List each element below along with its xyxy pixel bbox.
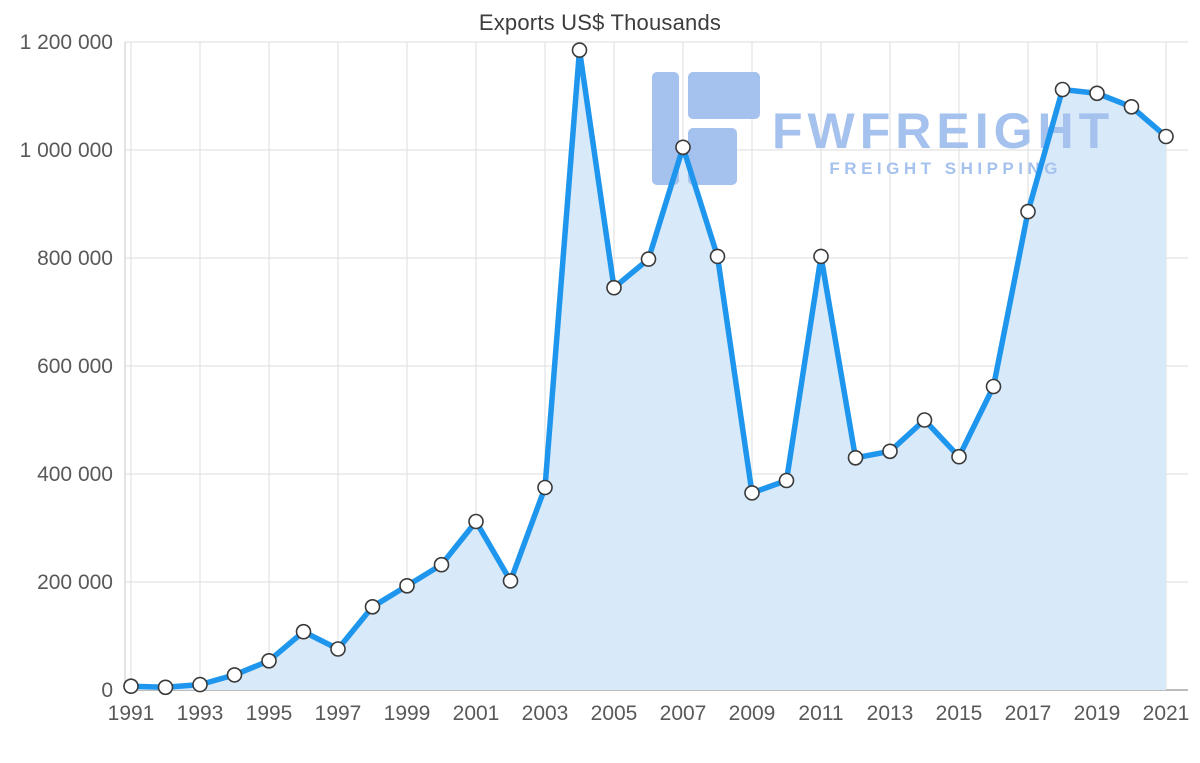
data-point [744,485,760,501]
logo-block [688,128,737,185]
x-tick-label: 2001 [453,702,500,725]
logo-block [652,72,679,185]
y-tick-label: 600 000 [37,355,113,378]
data-point [123,678,139,695]
data-point [468,513,484,530]
x-tick-label: 2005 [591,702,638,725]
x-tick-label: 1997 [315,702,362,725]
data-point [502,573,519,589]
watermark-tagline: FREIGHT SHIPPING [829,159,1062,178]
data-point [295,623,312,640]
y-tick-label: 200 000 [37,571,113,594]
data-point [330,641,346,657]
data-point [399,577,415,594]
y-tick-label: 0 [101,679,113,702]
data-point [675,139,691,156]
data-point [606,279,622,296]
x-tick-label: 2007 [660,702,707,725]
data-point [192,676,208,693]
x-tick-label: 1999 [384,702,431,725]
x-tick-label: 2015 [936,702,983,725]
x-tick-label: 1995 [246,702,293,725]
watermark: FWFREIGHT FREIGHT SHIPPING [652,72,1114,185]
data-point [571,42,588,58]
x-tick-label: 2003 [522,702,569,725]
x-tick-label: 2021 [1143,702,1190,725]
y-tick-label: 800 000 [37,247,113,270]
data-point [537,479,553,496]
data-point [951,448,967,465]
x-tick-label: 2019 [1074,702,1121,725]
data-point [882,443,898,460]
data-markers [123,42,1174,696]
data-point [157,679,174,696]
data-point [1089,85,1105,102]
y-tick-label: 1 200 000 [20,31,113,54]
data-point [1020,203,1036,220]
y-tick-label: 1 000 000 [20,139,113,162]
area-fill [131,50,1166,691]
data-point [813,248,829,265]
chart-title: Exports US$ Thousands [478,10,722,35]
axis-labels: 1991 1993 1995 1997 1999 2001 2003 2005 2007 2009… [20,31,1190,725]
data-point [1158,128,1174,145]
logo-block [688,72,760,119]
data-point [709,248,726,265]
x-tick-label: 2009 [729,702,776,725]
x-tick-label: 2013 [867,702,914,725]
data-point [261,652,277,669]
data-point [847,449,864,466]
data-point [1123,99,1140,115]
data-point [985,378,1002,395]
y-tick-label: 400 000 [37,463,113,486]
data-point [364,598,381,615]
data-point [916,412,933,428]
x-tick-label: 1991 [108,702,155,725]
fwfreight-logo-icon [652,72,760,185]
data-point [778,472,795,489]
data-point [226,667,243,683]
x-tick-label: 1993 [177,702,224,725]
x-tick-label: 2011 [798,702,843,725]
watermark-brand: FWFREIGHT [772,103,1114,159]
data-point [1054,81,1071,98]
x-tick-label: 2017 [1005,702,1052,725]
data-point [640,251,657,267]
data-point [433,556,450,573]
